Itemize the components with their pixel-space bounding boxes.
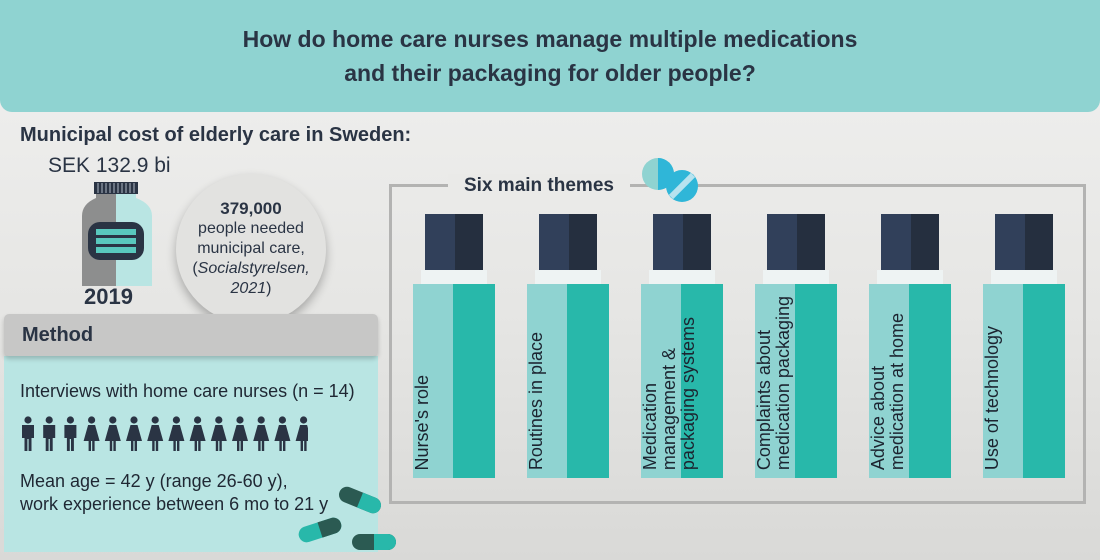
female-person-icon — [253, 416, 270, 451]
method-title: Method — [22, 324, 94, 346]
capsules-icon — [298, 486, 396, 550]
bottle-cap — [539, 214, 597, 270]
theme-label: Use of technology — [982, 284, 1065, 470]
care-line-1: people needed — [198, 220, 304, 237]
people-icons — [22, 416, 308, 451]
bottle-cap — [425, 214, 483, 270]
theme-label: Advice about medication at home — [868, 284, 951, 470]
bottle-neck — [535, 270, 601, 284]
cost-title: Municipal cost of elderly care in Sweden… — [20, 124, 412, 146]
bottle-body — [983, 284, 1065, 478]
theme-label-line: medication at home — [887, 312, 907, 470]
header-title-line-2: and their packaging for older people? — [344, 60, 756, 86]
bottle-body — [869, 284, 951, 478]
bottle-body — [527, 284, 609, 478]
bottle-cap — [995, 214, 1053, 270]
care-stat-circle: 379,000 people needed municipal care, (S… — [176, 174, 326, 324]
method-header: Method — [4, 314, 378, 356]
mean-age-line: Mean age = 42 y (range 26-60 y), — [20, 471, 288, 491]
female-person-icon — [104, 416, 121, 451]
female-person-icon — [274, 416, 291, 451]
male-person-icon — [22, 416, 34, 451]
theme-label-text: Complaints about medication packaging — [754, 295, 805, 470]
themes-frame — [389, 184, 1086, 504]
themes-title: Six main themes — [448, 174, 630, 198]
theme-label-line: management & — [659, 347, 679, 470]
theme-label-line: Use of technology — [982, 325, 1002, 470]
care-source-line: (Socialstyrelsen, — [192, 260, 310, 277]
female-person-icon — [126, 416, 142, 451]
bottle-neck — [649, 270, 715, 284]
care-year: 2021 — [230, 280, 267, 297]
bottle-cap — [653, 214, 711, 270]
theme-bottle: Complaints about medication packaging — [754, 214, 837, 478]
theme-label-line: Nurse's role — [412, 374, 432, 470]
bottle-cap — [767, 214, 825, 270]
female-person-icon — [232, 416, 248, 451]
theme-bottle: Routines in place — [526, 214, 609, 478]
tablets-icon — [642, 158, 698, 202]
female-person-icon — [189, 416, 206, 451]
male-person-icon — [64, 416, 77, 451]
theme-bottle: Advice about medication at home — [868, 214, 951, 478]
female-person-icon — [147, 416, 164, 451]
theme-label-line: Advice about — [868, 365, 888, 470]
bottle-neck — [991, 270, 1057, 284]
bottle-body — [755, 284, 837, 478]
theme-label-line: Medication — [640, 382, 660, 470]
theme-bottle: Medication management & packaging systems — [640, 214, 723, 478]
female-person-icon — [168, 416, 185, 451]
bottle-cap — [881, 214, 939, 270]
interviews-text: Interviews with home care nurses (n = 14… — [20, 381, 355, 401]
care-count: 379,000 — [220, 199, 282, 218]
experience-line: work experience between 6 mo to 21 y — [20, 494, 329, 514]
theme-label-line: medication packaging — [773, 295, 793, 470]
theme-label-text: Routines in place — [526, 331, 558, 470]
demographics-text: Mean age = 42 y (range 26-60 y), work ex… — [20, 470, 360, 516]
care-line-2: municipal care, — [197, 240, 305, 257]
bottle-neck — [763, 270, 829, 284]
theme-label-line: Complaints about — [754, 329, 774, 470]
theme-bottle: Use of technology — [982, 214, 1065, 478]
theme-label-line: packaging systems — [678, 316, 698, 470]
theme-label-text: Use of technology — [982, 325, 1014, 470]
theme-label-text: Nurse's role — [412, 374, 444, 470]
theme-label-line: Routines in place — [526, 331, 546, 470]
header-title-line-1: How do home care nurses manage multiple … — [242, 26, 858, 52]
medicine-bottle-icon — [82, 182, 152, 286]
female-person-icon — [83, 416, 100, 451]
theme-label-text: Medication management & packaging systems — [640, 316, 710, 470]
theme-label-text: Advice about medication at home — [868, 312, 919, 470]
theme-label: Nurse's role — [412, 284, 495, 470]
female-person-icon — [295, 416, 308, 451]
method-panel — [4, 356, 378, 552]
care-source: Socialstyrelsen, — [197, 260, 310, 277]
bottle-neck — [421, 270, 487, 284]
theme-label: Routines in place — [526, 284, 609, 470]
cost-amount: SEK 132.9 bi — [48, 154, 171, 177]
theme-label: Complaints about medication packaging — [754, 284, 837, 470]
theme-bottle: Nurse's role — [412, 214, 495, 478]
bottle-body — [641, 284, 723, 478]
cost-year: 2019 — [84, 284, 133, 309]
bottle-neck — [877, 270, 943, 284]
male-person-icon — [43, 416, 56, 451]
header-banner: How do home care nurses manage multiple … — [0, 0, 1100, 112]
theme-label: Medication management & packaging systems — [640, 284, 723, 470]
female-person-icon — [210, 416, 227, 451]
care-year-line: 2021) — [230, 280, 272, 297]
bottle-body — [413, 284, 495, 478]
